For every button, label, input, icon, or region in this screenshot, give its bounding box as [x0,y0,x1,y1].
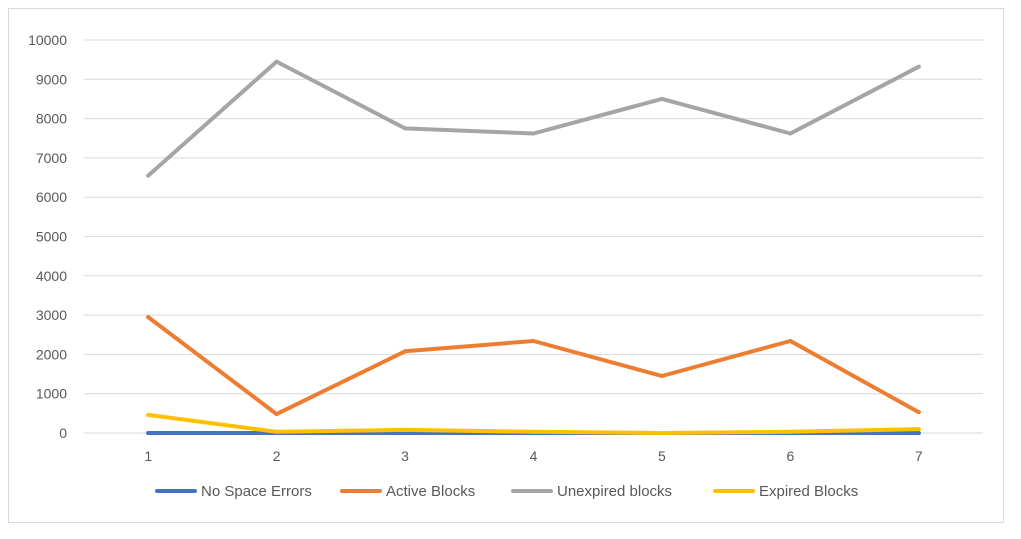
data-point [659,96,664,101]
data-point [659,374,664,379]
y-tick-label: 9000 [36,71,67,87]
legend-label: Active Blocks [386,483,475,500]
x-tick-label: 1 [144,448,152,464]
y-tick-label: 5000 [36,229,67,245]
legend-label: Unexpired blocks [557,483,672,500]
data-point [659,431,664,435]
x-tick-label: 2 [273,448,281,464]
legend-label: No Space Errors [201,483,312,500]
line-chart: 0 1000 2000 3000 4000 5000 6000 7000 8000 9000 100… [28,32,983,500]
x-tick-label: 3 [401,448,409,464]
x-tick-label: 7 [915,448,923,464]
y-tick-label: 8000 [36,111,67,127]
x-tick-label: 6 [786,448,794,464]
y-tick-label: 4000 [36,268,67,284]
legend-label: Expired Blocks [759,483,858,500]
y-tick-label: 3000 [36,307,67,323]
legend: No Space Errors Active Blocks Unexpired bl… [155,483,858,500]
data-point [916,410,921,415]
data-point [146,315,151,320]
data-point [274,59,279,64]
data-point [916,427,921,432]
y-tick-label: 2000 [36,346,67,362]
series-lines [146,59,921,435]
y-axis-ticks: 0 1000 2000 3000 4000 5000 6000 7000 8000 9000 100… [28,32,67,441]
data-point [274,412,279,417]
data-point [531,339,536,344]
y-tick-label: 7000 [36,150,67,166]
data-point [916,431,921,435]
data-point [403,427,408,432]
x-tick-label: 4 [530,448,538,464]
x-tick-label: 5 [658,448,666,464]
data-point [788,429,793,434]
data-point [403,126,408,131]
data-point [916,64,921,69]
chart-area: 0 1000 2000 3000 4000 5000 6000 7000 8000 9000 100… [8,8,1004,523]
data-point [146,412,151,417]
data-point [403,431,408,435]
y-tick-label: 0 [59,425,67,441]
data-point [146,173,151,178]
data-point [788,131,793,136]
data-point [274,429,279,434]
y-tick-label: 6000 [36,189,67,205]
data-point [403,349,408,354]
data-point [788,339,793,344]
series-line-1 [146,315,921,417]
y-tick-label: 10000 [28,32,67,48]
y-tick-label: 1000 [36,386,67,402]
gridlines [84,39,983,434]
x-axis-ticks: 1 2 3 4 5 6 7 [144,448,923,464]
data-point [531,131,536,136]
data-point [146,431,151,435]
data-point [531,429,536,434]
